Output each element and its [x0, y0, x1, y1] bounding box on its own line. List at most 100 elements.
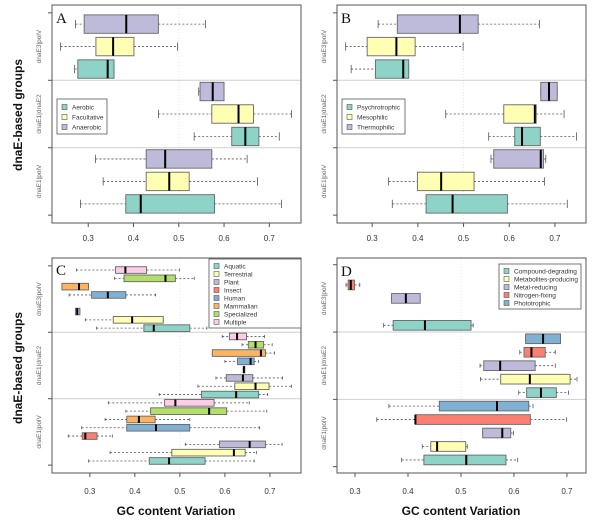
box-mammalian-dnae1-polv	[104, 415, 191, 424]
box-iqr	[123, 274, 176, 283]
box-iqr	[482, 427, 512, 439]
box-facultative-dnae1-polv	[102, 171, 258, 192]
group-label: dnaE3|polV	[321, 281, 328, 315]
legend-swatch	[213, 311, 220, 317]
box-iqr	[366, 36, 416, 57]
box-specialized-dnae1-polv	[125, 407, 268, 415]
box-iqr	[83, 14, 159, 34]
box-aquatic-dnae1-dnae2	[158, 390, 269, 399]
box-terrestrial-dnae1-polv	[109, 448, 257, 457]
x-axis-title-right: GC content Variation	[402, 504, 521, 518]
box-psychrotrophic-dnae1-polv	[391, 194, 568, 214]
box-iqr	[234, 382, 270, 391]
legend-label: Mesophilic	[357, 114, 388, 121]
panel-letter: C	[56, 263, 66, 279]
legend: Aerobic Facultative Anaerobic	[56, 98, 108, 135]
group-label: dnaE1|dnaE2	[321, 94, 328, 134]
plot-frame	[51, 4, 302, 224]
box-multiple-dnae1-polv	[107, 399, 250, 407]
legend-swatch	[61, 104, 68, 110]
x-tick-label: 0.3	[349, 487, 361, 496]
legend-swatch	[503, 284, 510, 290]
x-tick-label: 0.3	[83, 234, 95, 243]
box-insect-dnae1-dnae2	[242, 365, 246, 374]
box-phototrophic-dnae1-dnae2	[525, 333, 562, 345]
box-facultative-dnae3-polv	[60, 36, 178, 57]
box-phototrophic-dnae1-polv	[388, 400, 534, 412]
box-metabolites-producing-dnae1-dnae2	[480, 373, 578, 385]
legend-swatch	[213, 271, 220, 277]
box-nitrogen-fixing-dnae1-polv	[376, 414, 567, 425]
legend-box	[208, 258, 302, 329]
legend-swatch	[213, 279, 220, 285]
box-iqr	[77, 59, 115, 79]
box-mammalian-dnae1-dnae2	[211, 349, 275, 357]
legend-label: Specialized	[224, 311, 258, 318]
group-label: dnaE3|polV	[36, 29, 43, 63]
x-tick-label: 0.7	[264, 234, 276, 243]
box-iqr	[211, 349, 266, 357]
box-iqr	[126, 415, 156, 424]
plot-frame	[336, 257, 587, 474]
legend-label: Human	[224, 295, 245, 302]
box-iqr	[145, 149, 213, 169]
box-iqr	[396, 14, 479, 34]
legend-swatch	[61, 114, 68, 120]
panel-letter: D	[341, 264, 352, 280]
x-tick-label: 0.7	[549, 234, 561, 243]
box-iqr	[392, 320, 472, 331]
box-terrestrial-dnae1-dnae2	[197, 382, 292, 391]
panel-c: dnaE1|polV dnaE1|dnaE2 dnaE3|polV 0.3 0.4 0.5…	[36, 257, 302, 496]
panel-a: dnaE1|polV dnaE1|dnaE2 dnaE3|polV 0.3 0.4 0.5…	[36, 4, 302, 243]
box-nitrogen-fixing-dnae3-polv	[345, 279, 361, 291]
box-compound-degrading-dnae3-polv	[383, 320, 474, 331]
box-specialized-dnae1-dnae2	[241, 340, 273, 349]
box-iqr	[500, 373, 571, 385]
box-iqr	[493, 149, 544, 169]
box-anaerobic-dnae1-polv	[95, 149, 248, 169]
box-iqr	[61, 282, 89, 291]
x-tick-label: 0.4	[129, 487, 141, 496]
x-tick-label: 0.4	[402, 487, 414, 496]
x-tick-label: 0.3	[84, 487, 96, 496]
box-iqr	[523, 346, 546, 358]
legend-label: Metal-reducing	[514, 284, 557, 291]
box-iqr	[148, 457, 206, 465]
box-mammalian-dnae3-polv	[61, 282, 89, 291]
box-iqr	[225, 374, 254, 382]
box-aerobic-dnae1-dnae2	[193, 126, 280, 147]
legend-label: Multiple	[224, 319, 247, 326]
x-tick-label: 0.6	[218, 234, 230, 243]
box-iqr	[125, 194, 215, 214]
box-anaerobic-dnae3-polv	[75, 14, 206, 34]
legend-swatch	[346, 114, 353, 120]
legend-swatch	[346, 104, 353, 110]
box-iqr	[237, 357, 255, 366]
box-psychrotrophic-dnae1-dnae2	[488, 126, 577, 147]
box-multiple-dnae1-dnae2	[221, 332, 265, 341]
legend-label: Mammalian	[224, 303, 258, 310]
legend-swatch	[503, 268, 510, 274]
box-thermophilic-dnae1-polv	[490, 149, 547, 169]
box-iqr	[374, 59, 410, 79]
x-tick-label: 0.5	[173, 234, 185, 243]
group-label: dnaE1|dnaE2	[36, 345, 43, 385]
legend-label: Psychrotrophic	[357, 104, 401, 111]
legend: AquaticTerrestrialPlantInsectHumanMammal…	[208, 258, 302, 329]
box-iqr	[95, 36, 135, 57]
y-axis-title-bottom: dnaE-based groups	[11, 312, 25, 424]
x-tick-label: 0.6	[504, 234, 516, 243]
legend: Psychrotrophic Mesophilic Thermophilic	[341, 98, 406, 135]
x-tick-label: 0.5	[458, 234, 470, 243]
legend-swatch	[213, 319, 220, 325]
x-tick-label: 0.3	[367, 234, 379, 243]
legend: Compound-degradingMetabolites-producingM…	[498, 263, 582, 310]
box-metabolites-producing-dnae1-polv	[421, 441, 468, 452]
box-iqr	[414, 414, 531, 425]
legend-swatch	[503, 300, 510, 306]
box-aquatic-dnae1-polv	[88, 457, 255, 465]
box-iqr	[503, 104, 537, 124]
box-iqr	[126, 423, 191, 432]
group-label: dnaE1|polV	[36, 164, 43, 198]
box-mesophilic-dnae1-polv	[388, 171, 545, 192]
